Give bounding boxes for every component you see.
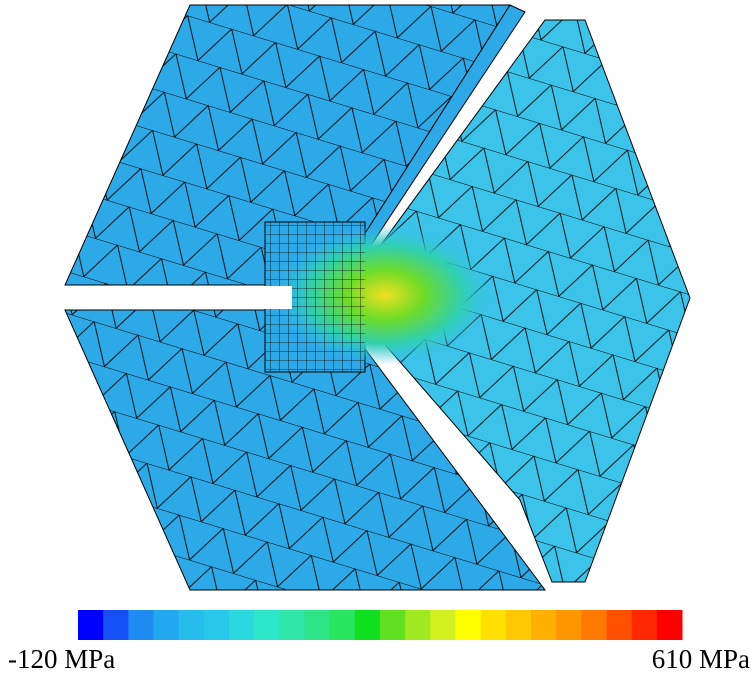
colorbar-segment (128, 610, 154, 640)
colorbar-segment (430, 610, 456, 640)
colorbar (78, 610, 683, 640)
colorbar-segment (178, 610, 205, 640)
colorbar-segment (229, 610, 255, 640)
colorbar-segment (505, 610, 532, 640)
colorbar-segment (631, 610, 658, 640)
colorbar-max-label: 610 MPa (652, 644, 750, 674)
colorbar-segment (405, 610, 431, 640)
colorbar-segment (254, 610, 280, 640)
colorbar-segment (480, 610, 507, 640)
colorbar-segment (581, 610, 607, 640)
colorbar-segment (103, 610, 129, 640)
colorbar-segment (455, 610, 482, 640)
colorbar-segment (304, 610, 331, 640)
colorbar-segment (78, 610, 104, 640)
colorbar-min-label: -120 MPa (8, 644, 115, 674)
colorbar-segment (531, 610, 557, 640)
colorbar-segment (380, 610, 406, 640)
colorbar-segment (203, 610, 230, 640)
colorbar-segment (656, 610, 683, 640)
colorbar-segment (329, 610, 356, 640)
colorbar-segment (606, 610, 633, 640)
colorbar-segment (354, 610, 381, 640)
colorbar-segment (279, 610, 305, 640)
mesh-body (60, 4, 691, 591)
colorbar-segment (153, 610, 180, 640)
colorbar-segment (556, 610, 582, 640)
